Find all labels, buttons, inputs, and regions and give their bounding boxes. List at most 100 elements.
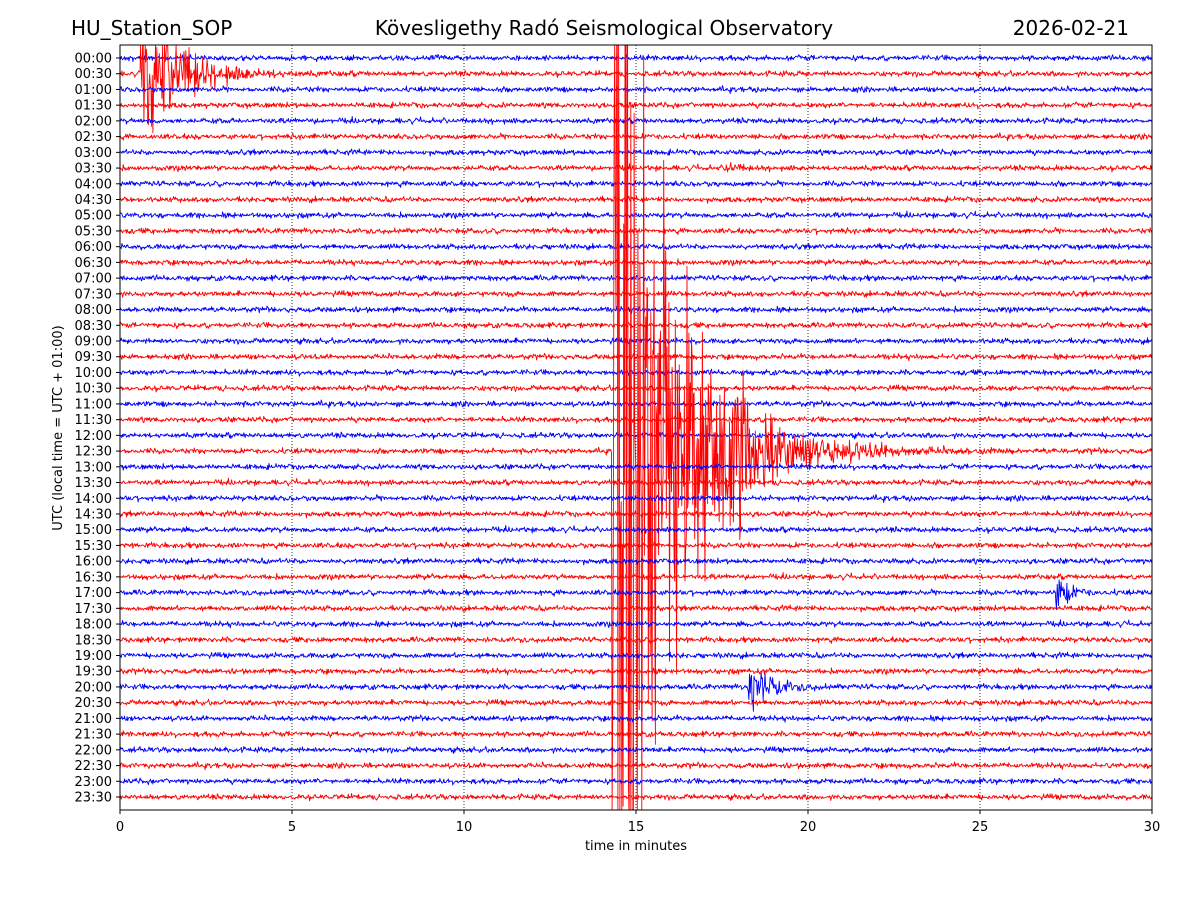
x-tick-label: 30	[1144, 820, 1161, 835]
y-tick-label: 18:00	[75, 618, 112, 633]
y-tick-label: 22:30	[75, 759, 112, 774]
trace-row-1230	[120, 45, 1152, 810]
y-tick-label: 21:00	[75, 712, 112, 727]
y-axis-label: UTC (local time = UTC + 01:00)	[51, 325, 66, 530]
y-tick-label: 08:30	[75, 319, 112, 334]
trace-row-1100	[120, 399, 1152, 409]
trace-row-0700	[120, 274, 1152, 283]
chart-date: 2026-02-21	[1012, 16, 1129, 40]
trace-row-0200	[120, 116, 1152, 126]
trace-row-1030	[120, 384, 1152, 393]
y-tick-label: 17:30	[75, 602, 112, 617]
trace-row-1000	[120, 368, 1152, 377]
y-tick-label: 20:00	[75, 680, 112, 695]
y-tick-label: 08:00	[75, 303, 112, 318]
x-axis-label: time in minutes	[585, 839, 687, 854]
y-tick-label: 16:30	[75, 570, 112, 585]
trace-row-2300	[120, 777, 1152, 786]
y-tick-label: 10:00	[75, 366, 112, 381]
y-tick-label: 22:00	[75, 743, 112, 758]
y-tick-label: 05:00	[75, 209, 112, 224]
trace-row-2000	[120, 672, 1152, 712]
trace-row-0830	[120, 321, 1152, 330]
trace-row-0030	[120, 45, 1152, 134]
trace-row-2130	[120, 730, 1152, 739]
trace-row-0430	[120, 195, 1152, 204]
trace-row-0400	[120, 179, 1152, 188]
trace-row-1700	[120, 579, 1152, 611]
trace-row-0000	[120, 53, 1152, 63]
y-tick-label: 06:00	[75, 240, 112, 255]
y-tick-label: 17:00	[75, 586, 112, 601]
chart-title: Kövesligethy Radó Seismological Observat…	[374, 16, 834, 40]
y-tick-label: 15:30	[75, 539, 112, 554]
trace-row-0130	[120, 101, 1152, 110]
trace-row-1130	[120, 415, 1152, 424]
x-tick-label: 10	[456, 820, 473, 835]
trace-row-2330	[120, 793, 1152, 802]
y-tick-label: 23:30	[75, 791, 112, 806]
trace-row-0500	[120, 210, 1152, 220]
y-tick-label: 09:30	[75, 350, 112, 365]
y-tick-label: 18:30	[75, 633, 112, 648]
y-tick-label: 10:30	[75, 382, 112, 397]
y-tick-label: 00:00	[75, 52, 112, 67]
trace-row-0930	[120, 352, 1152, 362]
trace-row-0230	[120, 132, 1152, 142]
y-tick-label: 15:00	[75, 523, 112, 538]
trace-row-1430	[120, 510, 1152, 519]
y-tick-label: 03:30	[75, 162, 112, 177]
trace-row-0900	[120, 337, 1152, 346]
y-tick-label: 23:00	[75, 775, 112, 790]
trace-row-1200	[120, 431, 1152, 440]
trace-row-1330	[120, 477, 1152, 487]
y-tick-label: 13:00	[75, 460, 112, 475]
y-tick-label: 04:00	[75, 177, 112, 192]
trace-row-1500	[120, 524, 1152, 534]
y-tick-label: 07:00	[75, 272, 112, 287]
station-name: HU_Station_SOP	[71, 16, 233, 40]
y-tick-label: 01:30	[75, 99, 112, 114]
trace-row-0530	[120, 226, 1152, 236]
trace-row-1730	[120, 604, 1152, 613]
y-tick-label: 02:30	[75, 130, 112, 145]
trace-row-0730	[120, 290, 1152, 298]
y-tick-label: 11:30	[75, 413, 112, 428]
y-tick-label: 11:00	[75, 397, 112, 412]
y-tick-label: 14:00	[75, 492, 112, 507]
trace-row-2230	[120, 761, 1152, 771]
y-tick-label: 16:00	[75, 555, 112, 570]
y-tick-label: 20:30	[75, 696, 112, 711]
trace-row-0800	[120, 305, 1152, 314]
x-tick-label: 5	[288, 820, 296, 835]
trace-row-0630	[120, 258, 1152, 267]
x-tick-label: 15	[628, 820, 645, 835]
trace-row-1900	[120, 651, 1152, 660]
y-tick-label: 03:00	[75, 146, 112, 161]
trace-row-2100	[120, 714, 1152, 723]
x-tick-label: 20	[800, 820, 817, 835]
x-tick-label: 25	[972, 820, 989, 835]
y-tick-label: 12:00	[75, 429, 112, 444]
y-tick-label: 21:30	[75, 728, 112, 743]
trace-row-1630	[120, 572, 1152, 581]
y-tick-label: 07:30	[75, 287, 112, 302]
y-tick-label: 19:00	[75, 649, 112, 664]
x-tick-label: 0	[116, 820, 124, 835]
trace-row-1600	[120, 557, 1152, 566]
y-tick-label: 14:30	[75, 507, 112, 522]
y-tick-label: 12:30	[75, 445, 112, 460]
trace-row-1800	[120, 619, 1152, 629]
y-tick-label: 19:30	[75, 665, 112, 680]
trace-row-2200	[120, 745, 1152, 754]
trace-row-0300	[120, 148, 1152, 157]
y-tick-label: 13:30	[75, 476, 112, 491]
y-tick-label: 01:00	[75, 83, 112, 98]
y-tick-label: 05:30	[75, 224, 112, 239]
trace-row-1400	[120, 493, 1152, 503]
trace-row-0600	[120, 242, 1152, 251]
trace-row-0100	[120, 85, 1152, 95]
y-tick-label: 02:00	[75, 114, 112, 129]
trace-row-0330	[120, 162, 1152, 173]
